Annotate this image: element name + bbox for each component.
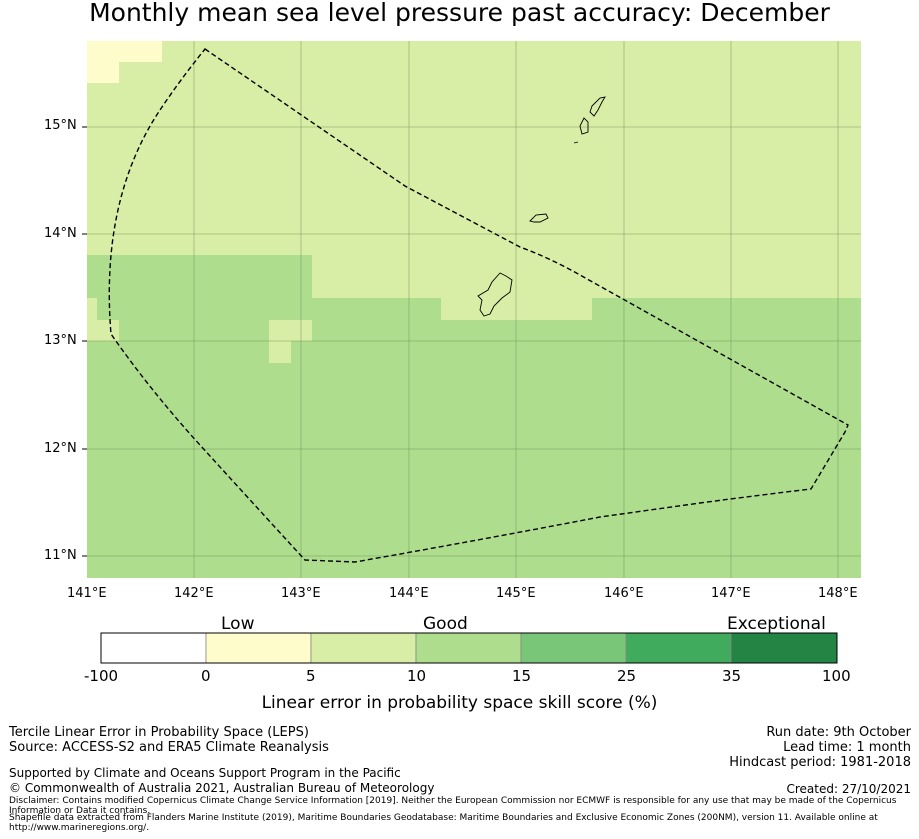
- colorbar-title: Linear error in probability space skill …: [261, 693, 658, 713]
- colorbar-label-low: Low: [221, 614, 255, 634]
- colorbar-tick-100: 100: [822, 667, 851, 685]
- colorbar-tick-25: 25: [617, 667, 637, 685]
- colorbar-segment-neg100-0: [100, 632, 207, 664]
- skill-region-patch-center2: [269, 341, 291, 363]
- colorbar-tick-15: 15: [512, 667, 532, 685]
- page-title: Monthly mean sea level pressure past acc…: [89, 0, 830, 27]
- lon-label-142e: 142°E: [174, 586, 214, 601]
- lead-time-text: Lead time: 1 month: [783, 740, 911, 755]
- lon-label-145e: 145°E: [496, 586, 536, 601]
- colorbar-tick-35: 35: [722, 667, 742, 685]
- colorbar: [100, 632, 838, 664]
- method-text: Tercile Linear Error in Probability Spac…: [9, 725, 309, 740]
- colorbar-tick-5: 5: [306, 667, 316, 685]
- colorbar-label-good: Good: [423, 614, 468, 634]
- colorbar-segment-25-35: [625, 632, 732, 664]
- colorbar-label-exceptional: Exceptional: [727, 614, 826, 634]
- created-text: Created: 27/10/2021: [786, 782, 911, 796]
- lon-label-146e: 146°E: [604, 586, 644, 601]
- lon-label-148e: 148°E: [818, 586, 858, 601]
- colorbar-segment-0-5: [205, 632, 312, 664]
- source-text: Source: ACCESS-S2 and ERA5 Climate Reana…: [9, 740, 329, 755]
- skill-region-patch-center: [269, 320, 312, 341]
- lat-label-14n: 14°N: [44, 226, 77, 241]
- skill-region-patch-west2: [87, 298, 97, 320]
- island-saipan: [589, 96, 606, 117]
- lon-label-141e: 141°E: [67, 586, 107, 601]
- lon-label-144e: 144°E: [389, 586, 429, 601]
- colorbar-tick-10: 10: [407, 667, 427, 685]
- shapefile-text: Shapefile data extracted from Flanders M…: [9, 813, 878, 833]
- hindcast-text: Hindcast period: 1981-2018: [729, 755, 911, 770]
- colorbar-segment-10-15: [415, 632, 522, 664]
- support-text: Supported by Climate and Oceans Support …: [9, 766, 401, 780]
- skill-region-low-nw: [87, 41, 162, 62]
- island-tinian: [579, 117, 589, 135]
- island-rota: [529, 213, 549, 223]
- lat-label-15n: 15°N: [44, 118, 77, 133]
- lat-label-12n: 12°N: [44, 441, 77, 456]
- island-aguijan: [573, 141, 579, 144]
- disclaimer-text: Disclaimer: Contains modified Copernicus…: [9, 796, 897, 816]
- lat-label-11n: 11°N: [44, 548, 77, 563]
- map: [82, 41, 861, 578]
- lon-label-147e: 147°E: [711, 586, 751, 601]
- colorbar-segment-15-25: [520, 632, 627, 664]
- island-guam: [477, 272, 513, 317]
- copyright-text: © Commonwealth of Australia 2021, Austra…: [9, 781, 435, 795]
- lon-label-143e: 143°E: [281, 586, 321, 601]
- colorbar-tick-neg100: -100: [84, 667, 119, 685]
- colorbar-tick-0: 0: [201, 667, 211, 685]
- skill-region-patch-west: [87, 320, 119, 341]
- islands: [477, 96, 606, 317]
- run-date-text: Run date: 9th October: [766, 725, 911, 740]
- colorbar-segment-35-100: [730, 632, 838, 664]
- colorbar-segment-5-10: [310, 632, 417, 664]
- gridlines: [87, 41, 861, 578]
- lat-label-13n: 13°N: [44, 333, 77, 348]
- skill-region-low-nw2: [87, 62, 119, 83]
- eez-boundary: [108, 48, 849, 563]
